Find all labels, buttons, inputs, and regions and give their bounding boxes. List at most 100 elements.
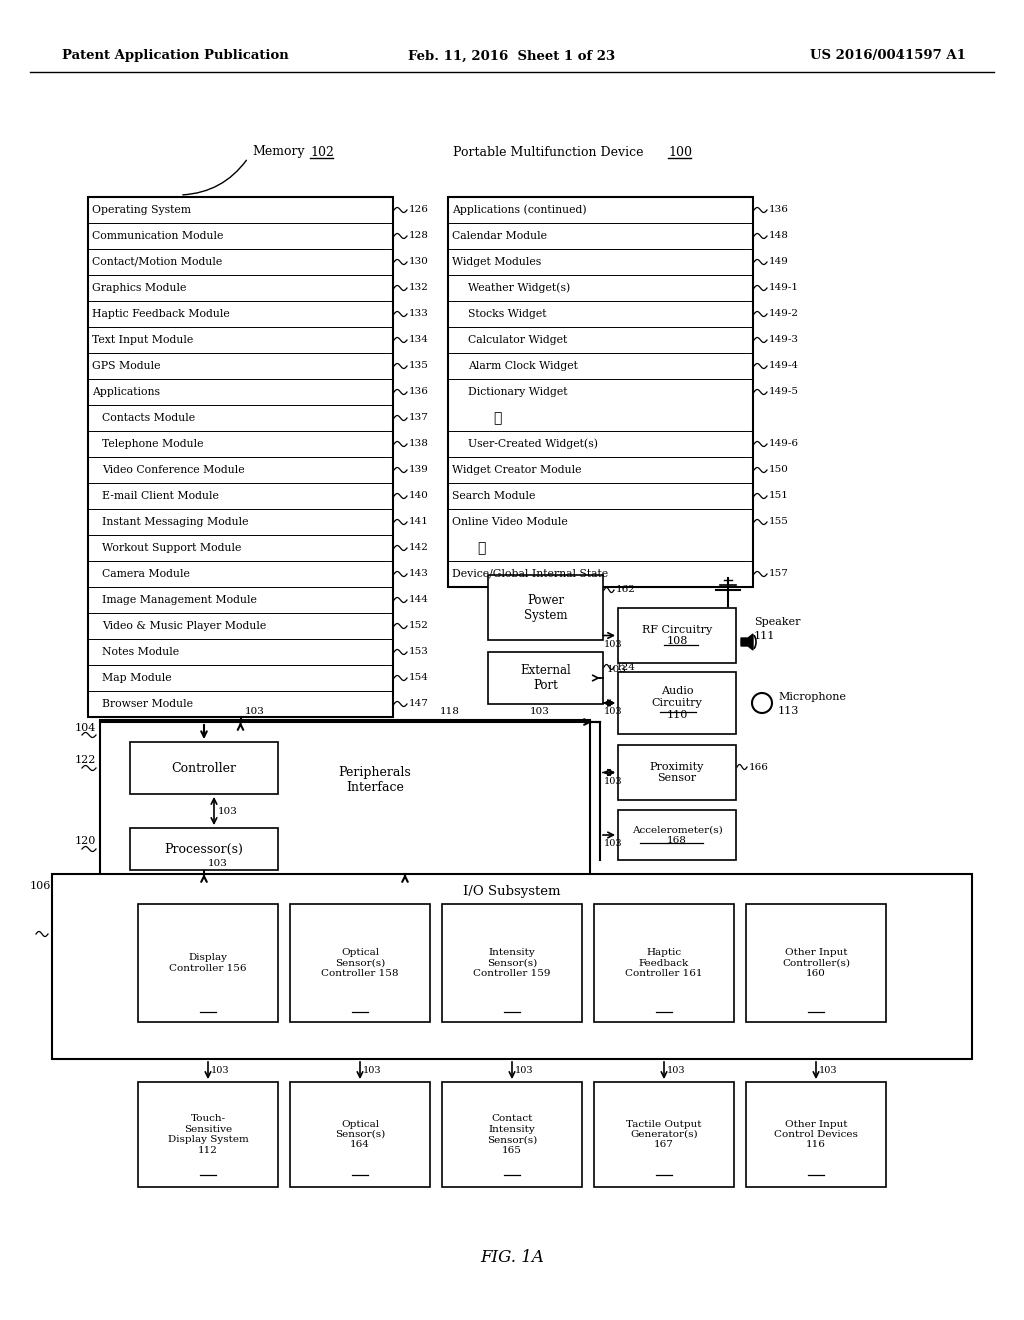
Text: 124: 124 <box>616 663 636 672</box>
Text: 137: 137 <box>409 413 429 422</box>
Text: Intensity
Sensor(s)
Controller 159: Intensity Sensor(s) Controller 159 <box>473 948 551 978</box>
Text: 136: 136 <box>409 388 429 396</box>
Text: Applications: Applications <box>92 387 160 397</box>
Text: Applications (continued): Applications (continued) <box>452 205 587 215</box>
Text: Optical
Sensor(s)
164: Optical Sensor(s) 164 <box>335 1119 385 1150</box>
Text: Contacts Module: Contacts Module <box>102 413 196 422</box>
Text: 102: 102 <box>310 145 334 158</box>
Text: Video Conference Module: Video Conference Module <box>102 465 245 475</box>
Text: Optical
Sensor(s)
Controller 158: Optical Sensor(s) Controller 158 <box>322 948 398 978</box>
Text: Widget Creator Module: Widget Creator Module <box>452 465 582 475</box>
Text: Graphics Module: Graphics Module <box>92 282 186 293</box>
Text: RF Circuitry
108: RF Circuitry 108 <box>642 624 712 647</box>
Text: Peripherals
Interface: Peripherals Interface <box>339 766 412 795</box>
Text: 122: 122 <box>75 755 96 766</box>
Bar <box>488 652 603 704</box>
Text: 155: 155 <box>769 517 788 527</box>
Text: 135: 135 <box>409 362 429 371</box>
Text: Contact/Motion Module: Contact/Motion Module <box>92 257 222 267</box>
Text: 162: 162 <box>616 586 636 594</box>
Text: Portable Multifunction Device: Portable Multifunction Device <box>453 145 643 158</box>
Text: 139: 139 <box>409 466 429 474</box>
Text: Video & Music Player Module: Video & Music Player Module <box>102 620 266 631</box>
Text: Communication Module: Communication Module <box>92 231 223 242</box>
Text: Haptic
Feedback
Controller 161: Haptic Feedback Controller 161 <box>626 948 702 978</box>
Text: 147: 147 <box>409 700 429 709</box>
Text: 103: 103 <box>218 807 238 816</box>
Text: 149-2: 149-2 <box>769 309 799 318</box>
Text: 150: 150 <box>769 466 788 474</box>
Bar <box>442 1082 582 1187</box>
Text: Map Module: Map Module <box>102 673 172 682</box>
Text: 126: 126 <box>409 206 429 214</box>
Text: 149: 149 <box>769 257 788 267</box>
Text: 103: 103 <box>530 706 550 715</box>
Text: Display
Controller 156: Display Controller 156 <box>169 953 247 973</box>
Text: 140: 140 <box>409 491 429 500</box>
Text: Stocks Widget: Stocks Widget <box>468 309 547 319</box>
Text: 111: 111 <box>754 631 775 642</box>
Text: 148: 148 <box>769 231 788 240</box>
Bar <box>52 874 972 1059</box>
Text: Feb. 11, 2016  Sheet 1 of 23: Feb. 11, 2016 Sheet 1 of 23 <box>409 49 615 62</box>
Bar <box>488 576 603 640</box>
Text: 103: 103 <box>245 706 264 715</box>
Text: 138: 138 <box>409 440 429 449</box>
Text: Contact
Intensity
Sensor(s)
165: Contact Intensity Sensor(s) 165 <box>486 1114 538 1155</box>
Text: Workout Support Module: Workout Support Module <box>102 543 242 553</box>
Text: Operating System: Operating System <box>92 205 191 215</box>
Text: Audio
Circuitry
110: Audio Circuitry 110 <box>651 686 702 719</box>
Text: 149-6: 149-6 <box>769 440 799 449</box>
Text: 103: 103 <box>604 840 623 849</box>
Text: FIG. 1A: FIG. 1A <box>480 1250 544 1266</box>
Text: Device/Global Internal State: Device/Global Internal State <box>452 569 608 579</box>
Text: 144: 144 <box>409 595 429 605</box>
Text: 120: 120 <box>75 836 96 846</box>
Text: 104: 104 <box>75 723 96 733</box>
Text: Touch-
Sensitive
Display System
112: Touch- Sensitive Display System 112 <box>168 1114 249 1155</box>
Text: 103: 103 <box>604 708 623 717</box>
Bar <box>138 904 278 1022</box>
Text: Other Input
Controller(s)
160: Other Input Controller(s) 160 <box>782 948 850 978</box>
Text: Memory: Memory <box>252 145 304 158</box>
Text: Processor(s): Processor(s) <box>165 842 244 855</box>
Text: Widget Modules: Widget Modules <box>452 257 542 267</box>
Bar <box>618 744 736 800</box>
Text: 142: 142 <box>409 544 429 553</box>
Text: 149-4: 149-4 <box>769 362 799 371</box>
Text: Power
System: Power System <box>523 594 567 622</box>
Text: Proximity
Sensor: Proximity Sensor <box>650 762 705 783</box>
Text: Haptic Feedback Module: Haptic Feedback Module <box>92 309 229 319</box>
Text: Accelerometer(s)
168: Accelerometer(s) 168 <box>632 825 722 845</box>
Text: Weather Widget(s): Weather Widget(s) <box>468 282 570 293</box>
Text: E-mail Client Module: E-mail Client Module <box>102 491 219 502</box>
Text: Other Input
Control Devices
116: Other Input Control Devices 116 <box>774 1119 858 1150</box>
Text: 154: 154 <box>409 673 429 682</box>
Text: Patent Application Publication: Patent Application Publication <box>62 49 289 62</box>
Text: Calendar Module: Calendar Module <box>452 231 547 242</box>
Text: Notes Module: Notes Module <box>102 647 179 657</box>
Text: 151: 151 <box>769 491 788 500</box>
Text: ⋮: ⋮ <box>477 541 485 554</box>
Text: 149-5: 149-5 <box>769 388 799 396</box>
Text: Camera Module: Camera Module <box>102 569 189 579</box>
Text: 136: 136 <box>769 206 788 214</box>
Text: 153: 153 <box>409 648 429 656</box>
Text: Controller: Controller <box>171 762 237 775</box>
Text: 103: 103 <box>604 640 623 649</box>
Bar <box>594 1082 734 1187</box>
Bar <box>130 742 278 795</box>
Text: 103: 103 <box>607 664 627 673</box>
Text: 157: 157 <box>769 569 788 578</box>
Text: 103: 103 <box>208 859 228 869</box>
Text: External
Port: External Port <box>520 664 570 692</box>
Text: Alarm Clock Widget: Alarm Clock Widget <box>468 360 578 371</box>
Text: 103: 103 <box>362 1067 382 1074</box>
Text: Browser Module: Browser Module <box>102 700 193 709</box>
Bar <box>130 828 278 870</box>
Text: Microphone: Microphone <box>778 692 846 702</box>
Text: 143: 143 <box>409 569 429 578</box>
Text: 118: 118 <box>440 706 460 715</box>
Text: 100: 100 <box>668 145 692 158</box>
Text: 103: 103 <box>515 1067 534 1074</box>
